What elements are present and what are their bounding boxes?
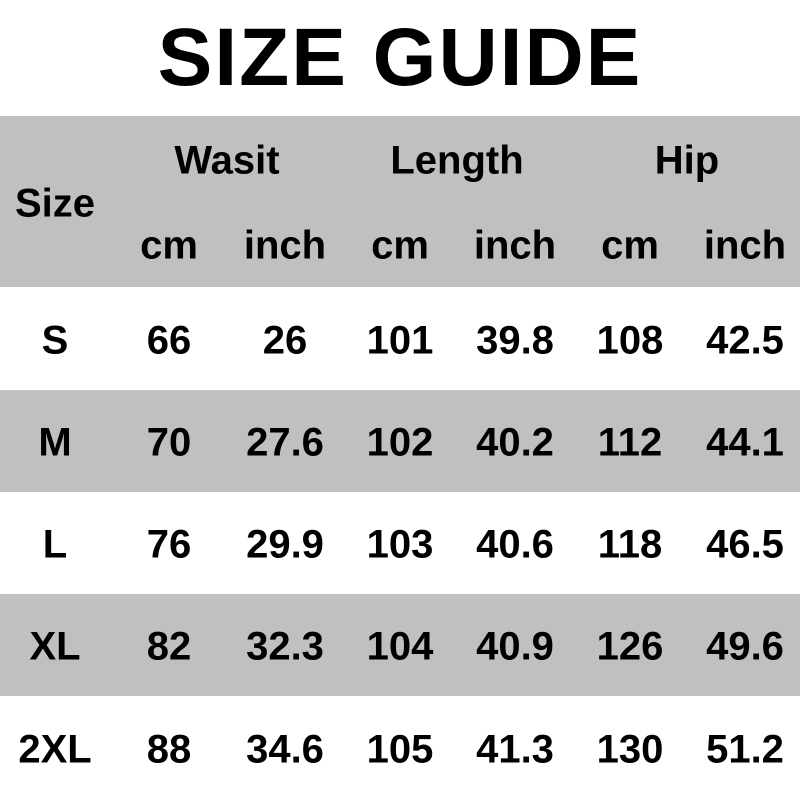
header-group: Hip: [654, 138, 720, 183]
size-cell: L: [42, 522, 68, 567]
value-cell: 88: [146, 727, 192, 772]
value-cell: 40.9: [476, 624, 554, 669]
size-cell: M: [38, 420, 72, 465]
value-cell: 34.6: [246, 727, 324, 772]
table-row: [0, 594, 800, 696]
value-cell: 112: [597, 420, 663, 465]
header-group: Length: [390, 138, 524, 183]
value-cell: 39.8: [476, 318, 554, 362]
value-cell: 40.6: [476, 522, 554, 567]
value-cell: 70: [146, 420, 192, 465]
header-unit: cm: [601, 223, 659, 268]
value-cell: 40.2: [476, 420, 554, 465]
value-cell: 41.3: [476, 727, 554, 772]
header-unit: inch: [703, 223, 787, 268]
value-cell: 101: [366, 318, 434, 362]
value-cell: 104: [366, 624, 434, 669]
value-cell: 66: [146, 318, 192, 362]
header-size: Size: [14, 181, 96, 226]
value-cell: 108: [596, 318, 664, 362]
value-cell: 42.5: [706, 318, 784, 362]
value-cell: 118: [597, 522, 663, 567]
value-cell: 26: [262, 318, 308, 362]
header-unit: cm: [371, 223, 429, 268]
value-cell: 126: [596, 624, 664, 669]
header-unit: inch: [243, 223, 327, 268]
value-cell: 82: [146, 624, 192, 669]
value-cell: 76: [146, 522, 192, 567]
value-cell: 32.3: [246, 624, 324, 669]
header-unit: cm: [140, 223, 198, 268]
value-cell: 44.1: [706, 420, 784, 465]
value-cell: 27.6: [246, 420, 324, 465]
size-cell: XL: [29, 624, 81, 669]
value-cell: 105: [366, 727, 434, 772]
value-cell: 46.5: [706, 522, 784, 567]
value-cell: 49.6: [706, 624, 784, 669]
value-cell: 130: [596, 727, 664, 772]
table-row: [0, 390, 800, 492]
header-unit: inch: [473, 223, 557, 268]
value-cell: 29.9: [246, 522, 324, 567]
value-cell: 102: [366, 420, 434, 465]
size-cell: S: [41, 318, 69, 362]
header-group: Wasit: [174, 138, 280, 183]
page-title: SIZE GUIDE: [157, 12, 643, 103]
value-cell: 103: [366, 522, 434, 567]
table-header: [0, 116, 800, 287]
size-cell: 2XL: [18, 727, 92, 772]
value-cell: 51.2: [706, 727, 784, 772]
